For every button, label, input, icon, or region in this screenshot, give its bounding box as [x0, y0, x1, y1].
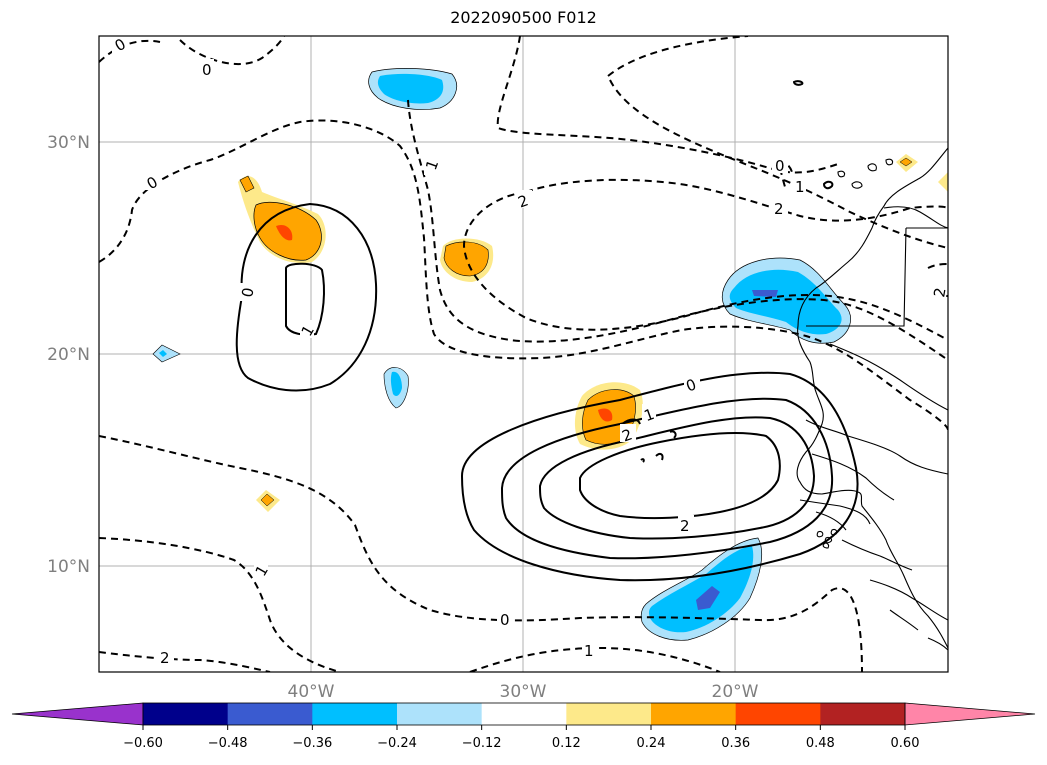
colorbar-tick-label: −0.24 [377, 736, 417, 751]
colorbar-cell [566, 703, 652, 725]
colorbar-tick-label: −0.48 [208, 736, 248, 751]
contour-label: 0 [775, 157, 785, 175]
map-content: 0 0 0 1 2 0 1 0 1 2 0 1 2 2 [99, 36, 949, 672]
lat-label-20n: 20°N [47, 345, 90, 365]
colorbar-cell [227, 703, 313, 725]
lon-label-20w: 20°W [712, 682, 759, 702]
colorbar-cell [481, 703, 567, 725]
colorbar-tick-label: 0.24 [637, 736, 666, 751]
contour-label: 0 [500, 611, 510, 629]
contour-label: 1 [584, 642, 594, 660]
colorbar-tick-label: 0.36 [721, 736, 750, 751]
positive-contours [235, 80, 859, 582]
colorbar-tick-label: −0.12 [462, 736, 502, 751]
colorbar: −0.60 −0.48 −0.36 −0.24 −0.12 0.12 0.24 0.36 0.4… [11, 702, 1036, 751]
lat-label-30n: 30°N [47, 133, 90, 153]
contour-label: 2 [680, 517, 690, 535]
map-title: 2022090500 F012 [450, 8, 597, 27]
colorbar-tick-label: 0.60 [891, 736, 920, 751]
contour-label: 0 [238, 286, 257, 299]
contour-label: 2 [930, 286, 949, 299]
coastlines [796, 147, 948, 651]
colorbar-cell [143, 703, 229, 725]
lon-label-30w: 30°W [500, 682, 547, 702]
contour-label: 2 [160, 649, 170, 667]
colorbar-tick-label: 0.48 [806, 736, 835, 751]
contour-labels: 0 0 0 1 2 0 1 0 1 2 0 1 2 2 [112, 36, 949, 667]
colorbar-extend-max [904, 702, 1036, 726]
colorbar-cells [11, 702, 1036, 726]
lat-label-10n: 10°N [47, 557, 90, 577]
colorbar-frame [142, 702, 906, 726]
colorbar-tick-label: 0.12 [552, 736, 581, 751]
lon-label-40w: 40°W [288, 682, 335, 702]
colorbar-tick-label: −0.60 [123, 736, 163, 751]
contour-label: 0 [202, 61, 212, 79]
colorbar-cell [735, 703, 821, 725]
colorbar-extend-min [11, 702, 144, 726]
contour-label: 2 [774, 200, 784, 218]
map-frame [98, 35, 949, 673]
colorbar-cell [651, 703, 737, 725]
contour-label: 1 [795, 178, 805, 196]
colorbar-ticks: −0.60 −0.48 −0.36 −0.24 −0.12 0.12 0.24 0.36 0.4… [123, 725, 919, 751]
colorbar-cell [820, 703, 906, 725]
gridlines [99, 36, 948, 672]
colorbar-cell [312, 703, 398, 725]
colorbar-cell [397, 703, 483, 725]
colorbar-tick-label: −0.36 [292, 736, 332, 751]
